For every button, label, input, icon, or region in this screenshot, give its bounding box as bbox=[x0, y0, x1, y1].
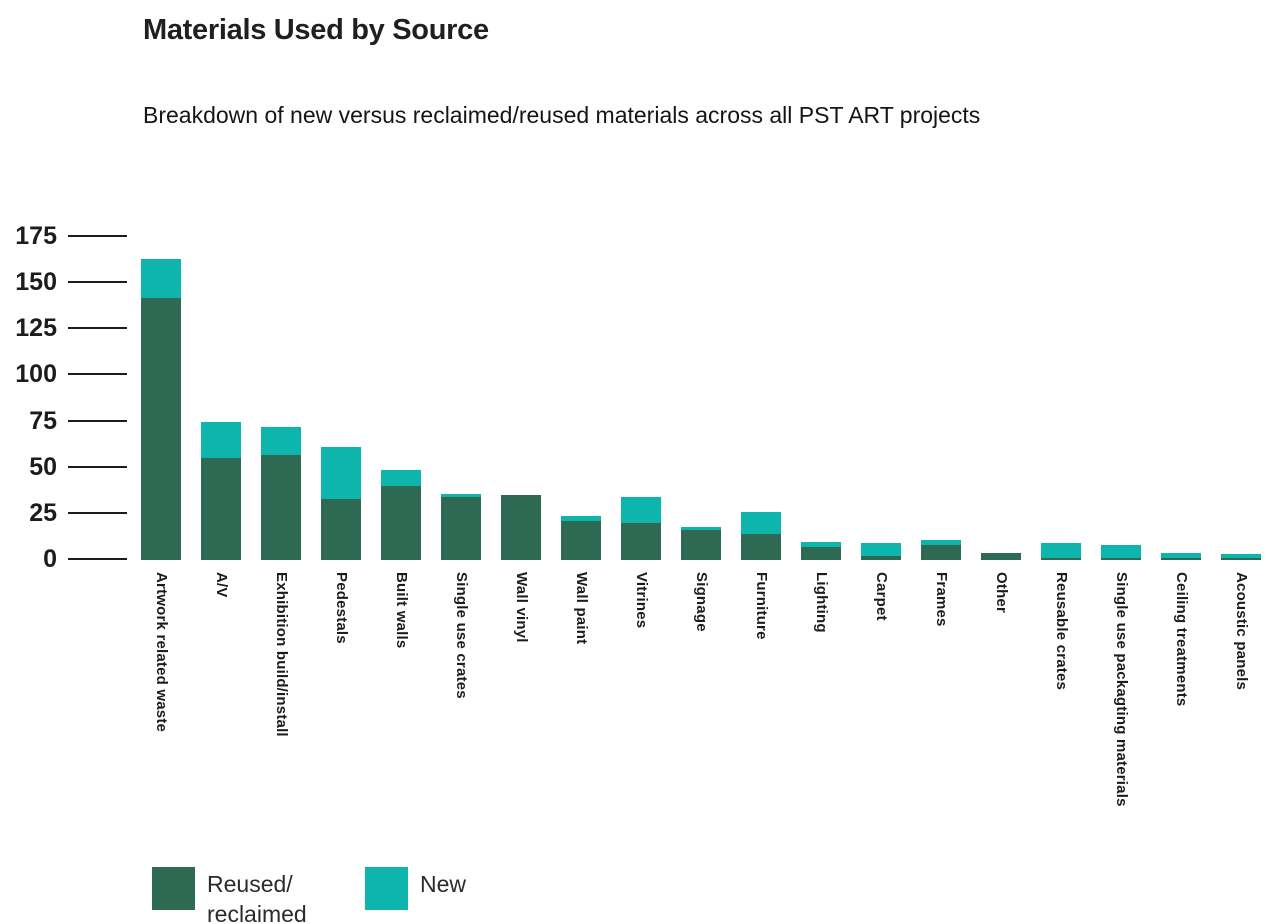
bar-segment-reused bbox=[261, 454, 301, 560]
y-tick-mark bbox=[68, 327, 127, 330]
bar-segment-reused bbox=[981, 552, 1021, 560]
bar-segment-new bbox=[1041, 543, 1081, 559]
bar-segment-new bbox=[261, 427, 301, 455]
y-tick-mark bbox=[68, 235, 127, 237]
x-category-label: Single use crates bbox=[453, 572, 470, 699]
x-category-label: Wall vinyl bbox=[513, 572, 530, 643]
x-category-label: Exhibition build/install bbox=[273, 572, 290, 737]
bar-segment-reused bbox=[861, 556, 901, 560]
bar-segment-reused bbox=[441, 497, 481, 560]
bar-segment-new bbox=[801, 541, 841, 548]
y-tick-label: 100 bbox=[15, 360, 57, 389]
bar-segment-new bbox=[1161, 552, 1201, 559]
bar-segment-reused bbox=[681, 530, 721, 560]
bar-segment-new bbox=[561, 515, 601, 522]
legend-label-new: New bbox=[420, 871, 467, 897]
bar-segment-reused bbox=[801, 547, 841, 560]
bar-segment-new bbox=[441, 493, 481, 498]
bar-segment-reused bbox=[1221, 558, 1261, 560]
bar-segment-new bbox=[921, 539, 961, 546]
y-tick-label: 150 bbox=[15, 268, 57, 297]
legend-label-reused: Reused/ reclaimed bbox=[207, 871, 307, 924]
bar-segment-new bbox=[201, 421, 241, 459]
x-category-label: Wall paint bbox=[573, 572, 590, 645]
legend-swatch-reused bbox=[152, 867, 195, 910]
bar-segment-reused bbox=[921, 545, 961, 560]
plot-area: 0 25 50 75 100 125 150 175 Artwork related wast… bbox=[15, 222, 1261, 807]
y-tick-label: 0 bbox=[43, 545, 57, 573]
x-category-label: Single use packagting materials bbox=[1113, 572, 1130, 807]
x-category-label: Pedestals bbox=[333, 572, 350, 644]
bar-segment-new bbox=[861, 543, 901, 557]
x-category-label: Vitrines bbox=[633, 572, 650, 629]
bar-segment-reused bbox=[321, 499, 361, 560]
bar-segment-new bbox=[321, 447, 361, 500]
bar-segment-new bbox=[621, 497, 661, 524]
bar-segment-reused bbox=[741, 534, 781, 560]
x-category-label: Carpet bbox=[873, 572, 890, 621]
bar-segment-reused bbox=[561, 521, 601, 560]
x-category-label: Furniture bbox=[753, 572, 770, 640]
x-category-label: Reusable crates bbox=[1053, 572, 1070, 691]
x-category-label: Artwork related waste bbox=[153, 572, 170, 733]
bar-segment-reused bbox=[501, 495, 541, 560]
bar-segment-new bbox=[141, 259, 181, 298]
y-tick-label: 175 bbox=[15, 222, 57, 250]
y-tick-label: 75 bbox=[29, 406, 57, 435]
bar-segment-reused bbox=[1101, 558, 1141, 560]
x-category-label: Lighting bbox=[813, 572, 830, 633]
x-category-label: Acoustic panels bbox=[1233, 572, 1250, 691]
bar-segment-new bbox=[381, 469, 421, 487]
chart-subtitle: Breakdown of new versus reclaimed/reused… bbox=[143, 102, 981, 128]
y-tick-mark bbox=[68, 419, 127, 422]
x-category-label: Signage bbox=[693, 572, 710, 632]
x-category-label: Built walls bbox=[393, 572, 410, 649]
bar-segment-reused bbox=[201, 458, 241, 560]
x-category-label: Frames bbox=[933, 572, 950, 627]
y-tick-mark bbox=[68, 511, 127, 514]
bar-segment-reused bbox=[621, 523, 661, 560]
bar-segment-new bbox=[1101, 545, 1141, 559]
y-tick-label: 25 bbox=[29, 498, 57, 527]
bar-segment-reused bbox=[141, 297, 181, 560]
x-category-label: Other bbox=[993, 572, 1010, 614]
bar-segment-new bbox=[681, 526, 721, 531]
legend-swatch-new bbox=[365, 867, 408, 910]
y-tick-mark bbox=[68, 558, 127, 560]
bar-segment-reused bbox=[1041, 558, 1081, 560]
bar-segment-new bbox=[1221, 554, 1261, 559]
x-category-label: A/V bbox=[213, 572, 230, 598]
y-tick-mark bbox=[68, 373, 127, 376]
x-category-label: Ceiling treatments bbox=[1173, 572, 1190, 707]
bar-segment-reused bbox=[1161, 558, 1201, 560]
y-tick-mark bbox=[68, 281, 127, 284]
y-tick-label: 50 bbox=[29, 452, 57, 481]
y-tick-label: 125 bbox=[15, 314, 57, 343]
chart-title: Materials Used by Source bbox=[143, 14, 489, 46]
bar-segment-new bbox=[741, 512, 781, 535]
bar-segment-reused bbox=[381, 486, 421, 560]
y-tick-mark bbox=[68, 465, 127, 468]
